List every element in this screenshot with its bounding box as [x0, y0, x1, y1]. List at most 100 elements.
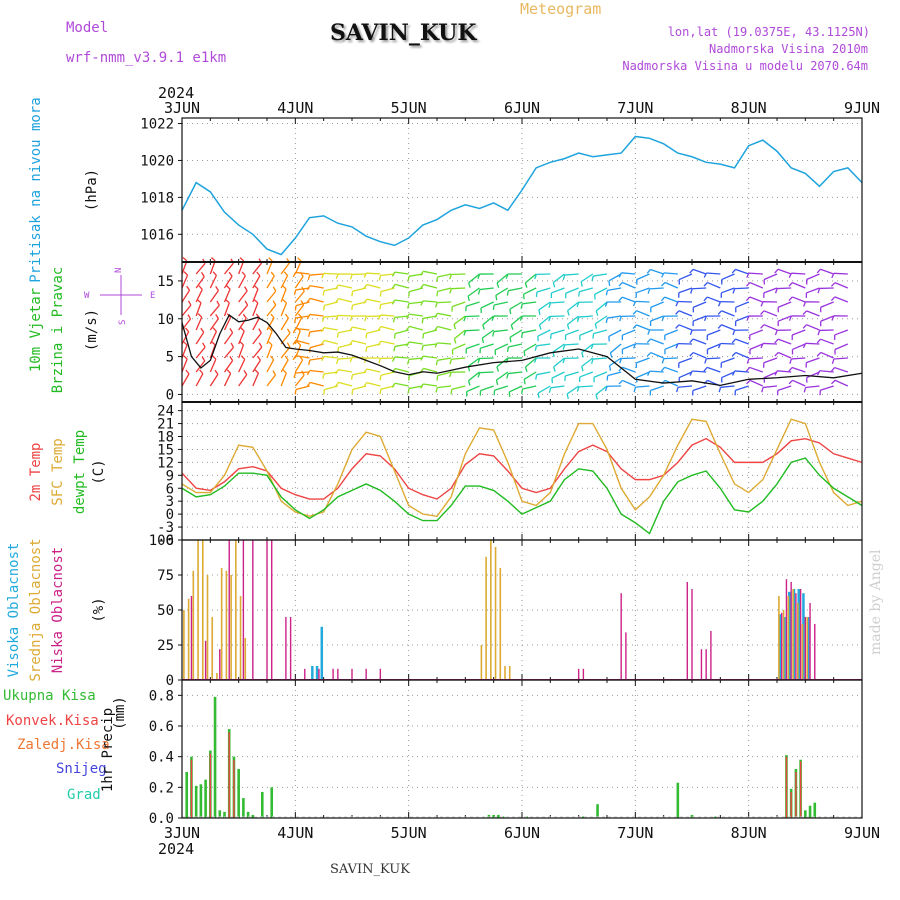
precip-bar-0: [501, 816, 505, 818]
wind-barb: [293, 289, 297, 295]
wind-barb: [508, 287, 523, 292]
wind-barb: [492, 331, 495, 337]
cloud-bar-0: [778, 614, 782, 679]
cloud-bar-2: [242, 540, 245, 679]
cloud-bar-2: [318, 668, 320, 679]
wind-barb: [536, 371, 551, 376]
wind-barb: [633, 386, 637, 393]
wind-barb: [394, 315, 409, 319]
wind-barb: [267, 341, 273, 346]
wind-barb: [760, 310, 765, 315]
x-tick-label-bottom: 4JUN: [277, 824, 313, 842]
wind-barb: [820, 315, 834, 322]
wind-barb: [294, 359, 304, 373]
wind-barb: [509, 301, 523, 310]
wind-barb: [323, 315, 338, 318]
footer-station: SAVIN_KUK: [330, 862, 410, 877]
wind-barb: [380, 340, 395, 345]
wind-barb: [721, 273, 735, 281]
wind-barb: [692, 268, 707, 275]
wind-barb: [282, 369, 287, 374]
wind-barb: [581, 366, 584, 372]
wind-barb: [524, 273, 537, 284]
wind-barb: [391, 382, 396, 388]
wind-barb: [214, 369, 219, 375]
y-tick-label: 0: [166, 507, 174, 523]
wind-barb: [548, 387, 552, 393]
wind-barb: [480, 385, 494, 392]
wind-barb: [335, 273, 339, 279]
wind-barb: [592, 333, 595, 339]
wind-barb: [632, 324, 637, 329]
wind-barb: [774, 338, 779, 344]
wind-barb: [230, 342, 235, 348]
wind-barb: [377, 314, 382, 320]
wind-barb: [663, 357, 678, 360]
wind-barb: [831, 358, 835, 364]
wind-barb: [748, 272, 763, 275]
wind-barb: [820, 268, 834, 275]
wind-barb: [423, 367, 438, 373]
wind-barb: [321, 273, 325, 279]
wind-barb: [604, 301, 608, 307]
precip-axis-label: 1hr Precip: [100, 708, 116, 792]
wind-barb: [731, 268, 736, 274]
model-label: Model: [66, 20, 109, 36]
wind-barb: [678, 287, 693, 294]
wind-barb: [533, 357, 537, 363]
wind-barb: [482, 315, 495, 326]
cloud-bar-0: [806, 617, 810, 679]
panel-frame: [181, 679, 863, 819]
wind-barb: [649, 370, 664, 373]
wind-barb: [209, 373, 219, 387]
wind-barb: [295, 271, 310, 275]
wind-barb: [453, 315, 466, 325]
wind-barb: [421, 345, 424, 351]
wind-barb: [209, 344, 216, 359]
wind-barb: [335, 315, 339, 321]
wind-barb: [803, 387, 807, 393]
wind-barb: [286, 342, 291, 348]
precip-bar-0: [596, 804, 599, 818]
wind-barb: [252, 332, 262, 345]
wind-barb: [831, 379, 836, 385]
wind-barb: [622, 379, 636, 387]
wind-barb: [252, 275, 261, 289]
wind-barb: [294, 330, 301, 345]
wind-barb: [746, 379, 751, 385]
wind-barb: [407, 276, 410, 282]
y-tick-label: 75: [157, 568, 174, 584]
wind-barb: [580, 281, 583, 287]
wind-barb: [467, 357, 480, 367]
wind-barb: [209, 304, 220, 317]
wind-barb: [436, 291, 439, 297]
lonlat-text: lon,lat (19.0375E, 43.1125N): [667, 25, 870, 39]
wind-barb: [537, 329, 551, 337]
cloud-bar-1: [494, 547, 497, 679]
wind-barb: [830, 282, 836, 287]
wind-barb: [272, 300, 277, 306]
wind-barb: [408, 313, 423, 317]
wind-barb: [763, 385, 778, 389]
wind-barb: [536, 343, 551, 347]
wind-barb: [423, 270, 438, 275]
wind-barb: [678, 357, 693, 364]
wind-barb: [677, 385, 693, 388]
wind-barb: [200, 272, 205, 277]
wind-barb: [689, 268, 694, 274]
wind-barb: [258, 342, 263, 348]
wind-barb: [266, 275, 275, 289]
wind-barb: [820, 385, 834, 391]
wind-barb: [352, 340, 367, 345]
precip-legend-1: Konvek.Kisa: [6, 713, 99, 729]
precip-bar-1: [790, 791, 792, 818]
cloud-bar-2: [705, 649, 707, 679]
wind-barb: [479, 371, 494, 374]
wind-barb: [519, 315, 523, 321]
wind-barb: [706, 357, 721, 360]
wind-barb: [297, 257, 302, 262]
wind-barb: [187, 300, 192, 306]
precip-bar-0: [497, 814, 500, 818]
wind-barb: [720, 385, 735, 388]
wind-barb: [211, 355, 217, 360]
